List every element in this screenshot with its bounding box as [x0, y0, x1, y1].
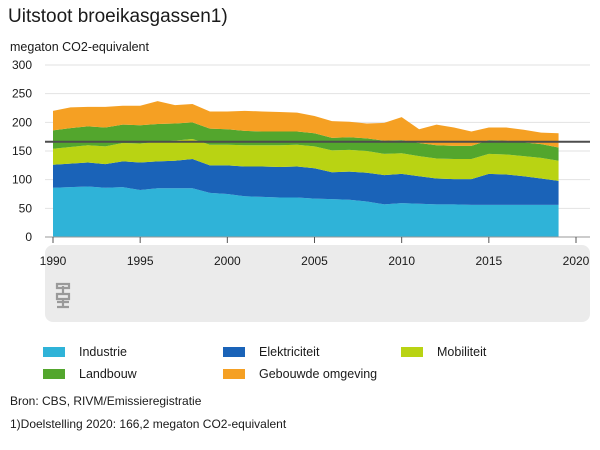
- y-tick-label: 100: [12, 173, 32, 187]
- source-text: Bron: CBS, RIVM/Emissieregistratie: [10, 394, 202, 408]
- y-tick-label: 0: [25, 230, 32, 244]
- footnote-text: 1)Doelstelling 2020: 166,2 megaton CO2-e…: [10, 417, 287, 431]
- x-tick-label: 2015: [475, 254, 502, 268]
- legend-item-industrie: Industrie: [43, 345, 127, 359]
- legend-label: Elektriciteit: [259, 345, 320, 359]
- legend-swatch: [223, 369, 245, 379]
- x-tick-label: 2000: [214, 254, 241, 268]
- x-tick-label: 1995: [127, 254, 154, 268]
- legend-item-gebouwde-omgeving: Gebouwde omgeving: [223, 367, 377, 381]
- y-tick-label: 50: [19, 201, 33, 215]
- chart-title: Uitstoot broeikasgassen1): [8, 6, 228, 27]
- legend-swatch: [223, 347, 245, 357]
- y-tick-label: 300: [12, 58, 32, 72]
- area-series-industrie: [53, 186, 559, 237]
- legend: Industrie Elektriciteit Mobiliteit Landbouw…: [43, 345, 583, 385]
- area-chart: 0 50 100 150 200 250 300 1990 1995 2000 2005 2010 20…: [12, 58, 590, 322]
- legend-item-landbouw: Landbouw: [43, 367, 137, 381]
- x-tick-label: 2005: [301, 254, 328, 268]
- legend-swatch: [401, 347, 423, 357]
- y-tick-label: 150: [12, 144, 32, 158]
- area-series-elektriciteit: [53, 159, 559, 205]
- chart-bottom-panel: [45, 245, 590, 322]
- legend-label: Gebouwde omgeving: [259, 367, 378, 381]
- x-tick-label: 2020: [563, 254, 590, 268]
- area-series-gebouwde-omgeving: [53, 101, 559, 148]
- legend-item-mobiliteit: Mobiliteit: [401, 345, 486, 359]
- area-series-mobiliteit: [53, 138, 559, 181]
- y-tick-label: 250: [12, 87, 32, 101]
- legend-label: Mobiliteit: [437, 345, 487, 359]
- x-tick-label: 2010: [388, 254, 415, 268]
- legend-item-elektriciteit: Elektriciteit: [223, 345, 319, 359]
- y-axis-unit-label: megaton CO2-equivalent: [10, 40, 149, 54]
- cbs-logo-icon: [55, 282, 71, 309]
- x-tick-label: 1990: [40, 254, 67, 268]
- legend-swatch: [43, 369, 65, 379]
- legend-label: Landbouw: [79, 367, 137, 381]
- y-tick-label: 200: [12, 115, 32, 129]
- legend-label: Industrie: [79, 345, 127, 359]
- legend-swatch: [43, 347, 65, 357]
